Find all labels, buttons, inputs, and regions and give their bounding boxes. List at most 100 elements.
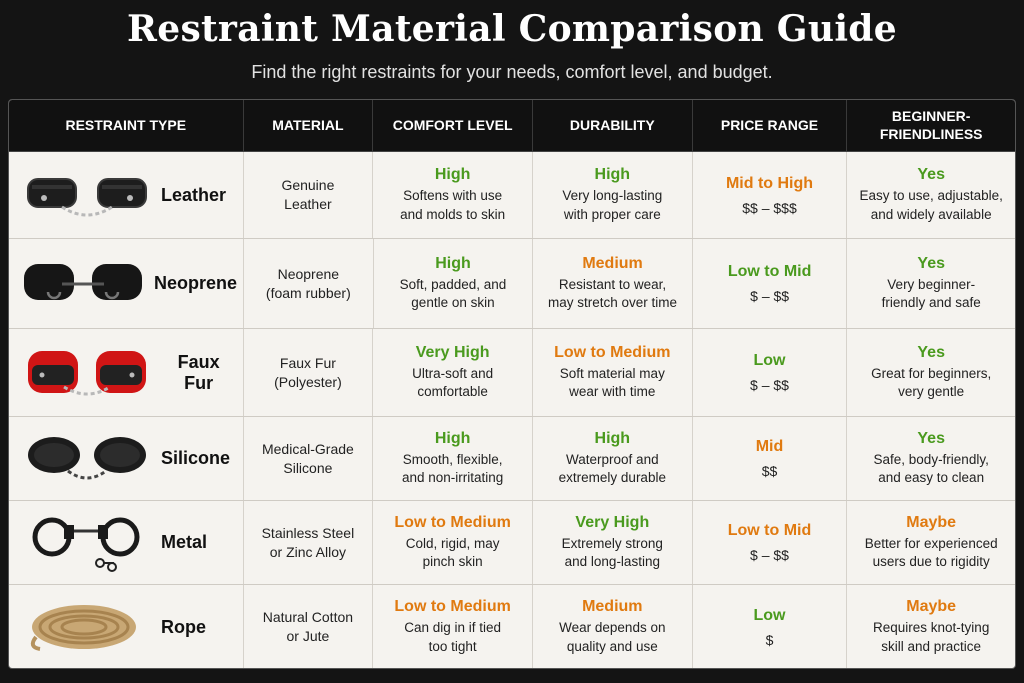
comfort-level-rating: Low to Medium: [394, 513, 511, 531]
beginner-friendliness-description: Safe, body-friendly, and easy to clean: [873, 451, 989, 485]
beginner-friendliness-cell: Yes Very beginner- friendly and safe: [847, 239, 1015, 328]
material-text: Neoprene (foam rubber): [265, 265, 351, 301]
material-text: Natural Cotton or Jute: [262, 609, 354, 644]
comfort-level-cell: Low to Medium Cold, rigid, may pinch skin: [373, 501, 533, 584]
beginner-friendliness-description: Requires knot-tying skill and practice: [873, 620, 990, 654]
restraint-type-cell: Metal: [9, 501, 244, 584]
comfort-level-description: Can dig in if tied too tight: [404, 620, 502, 654]
table-header: RESTRAINT TYPE MATERIAL COMFORT LEVEL DU…: [9, 100, 1015, 152]
durability-rating: High: [594, 166, 631, 184]
price-range-cell: Mid $$: [693, 417, 848, 500]
table-body: Leather Genuine Leather High Softens with u…: [9, 152, 1015, 668]
beginner-friendliness-description: Easy to use, adjustable, and widely avai…: [859, 188, 1003, 222]
price-range-rating: Mid: [755, 438, 784, 455]
material-text: Genuine Leather: [281, 177, 335, 212]
material-cell: Neoprene (foam rubber): [244, 239, 374, 328]
comfort-level-description: Softens with use and molds to skin: [400, 188, 506, 222]
durability-cell: Medium Resistant to wear, may stretch ove…: [533, 239, 693, 328]
rope-coil-icon: [17, 594, 157, 660]
comfort-level-description: Ultra-soft and comfortable: [412, 365, 494, 399]
durability-rating: Medium: [582, 598, 643, 616]
table-row: Rope Natural Cotton or Jute Low to Medium C…: [9, 585, 1015, 668]
price-range-cell: Low to Mid $ – $$: [693, 239, 848, 328]
durability-cell: Medium Wear depends on quality and use: [533, 585, 693, 668]
beginner-friendliness-cell: Yes Easy to use, adjustable, and widely a…: [847, 152, 1015, 238]
beginner-friendliness-cell: Maybe Better for experienced users due to…: [847, 501, 1015, 584]
beginner-friendliness-cell: Maybe Requires knot-tying skill and pract…: [847, 585, 1015, 668]
durability-cell: Low to Medium Soft material may wear with…: [533, 329, 693, 416]
material-cell: Faux Fur (Polyester): [244, 329, 374, 416]
restraint-type-cell: Neoprene: [9, 239, 244, 328]
material-cell: Stainless Steel or Zinc Alloy: [244, 501, 374, 584]
restraint-type-name: Silicone: [161, 448, 231, 468]
price-range-value: $: [765, 631, 774, 648]
beginner-friendliness-cell: Yes Great for beginners, very gentle: [847, 329, 1015, 416]
beginner-friendliness-rating: Yes: [917, 166, 945, 184]
material-cell: Medical-Grade Silicone: [244, 417, 374, 500]
comfort-level-rating: Very High: [415, 343, 490, 361]
header-comfort-level: COMFORT LEVEL: [373, 100, 533, 151]
comparison-table: RESTRAINT TYPE MATERIAL COMFORT LEVEL DU…: [8, 99, 1016, 669]
durability-description: Wear depends on quality and use: [559, 620, 666, 654]
comfort-level-cell: High Soft, padded, and gentle on skin: [374, 239, 534, 328]
beginner-friendliness-cell: Yes Safe, body-friendly, and easy to clea…: [847, 417, 1015, 500]
material-text: Faux Fur (Polyester): [274, 354, 342, 390]
durability-description: Soft material may wear with time: [559, 365, 665, 399]
table-row: Faux Fur Faux Fur (Polyester) Very High Ult…: [9, 329, 1015, 417]
price-range-rating: Mid to High: [725, 174, 814, 192]
price-range-cell: Low to Mid $ – $$: [693, 501, 848, 584]
restraint-type-name: Faux Fur: [177, 351, 220, 393]
header-price-range: PRICE RANGE: [693, 100, 848, 151]
beginner-friendliness-rating: Maybe: [906, 598, 957, 616]
beginner-friendliness-rating: Maybe: [906, 513, 957, 531]
material-cell: Natural Cotton or Jute: [244, 585, 374, 668]
faux-fur-cuffs-icon: [17, 340, 157, 406]
durability-rating: Low to Medium: [554, 343, 671, 361]
comfort-level-description: Soft, padded, and gentle on skin: [399, 276, 507, 310]
price-range-cell: Low $: [693, 585, 848, 668]
price-range-value: $ – $$: [750, 288, 790, 304]
page-title: Restraint Material Comparison Guide: [127, 8, 897, 50]
price-range-cell: Low $ – $$: [693, 329, 848, 416]
price-range-value: $$: [761, 463, 778, 479]
comfort-level-cell: Low to Medium Can dig in if tied too tigh…: [373, 585, 533, 668]
restraint-type-name: Neoprene: [153, 273, 237, 293]
material-text: Medical-Grade Silicone: [261, 440, 354, 476]
price-range-rating: Low to Mid: [727, 263, 812, 280]
durability-cell: Very High Extremely strong and long-lasti…: [533, 501, 693, 584]
price-range-rating: Low to Mid: [727, 522, 812, 539]
table-row: Silicone Medical-Grade Silicone High Smooth…: [9, 417, 1015, 501]
comfort-level-cell: Very High Ultra-soft and comfortable: [373, 329, 533, 416]
durability-description: Waterproof and extremely durable: [558, 451, 666, 485]
durability-cell: High Waterproof and extremely durable: [533, 417, 693, 500]
comfort-level-description: Smooth, flexible, and non-irritating: [401, 451, 504, 485]
restraint-type-cell: Rope: [9, 585, 244, 668]
comfort-level-rating: High: [434, 429, 471, 447]
table-row: Metal Stainless Steel or Zinc Alloy Low to…: [9, 501, 1015, 585]
price-range-value: $ – $$: [750, 547, 789, 563]
beginner-friendliness-rating: Yes: [917, 343, 945, 361]
neoprene-cuffs-icon: [17, 251, 150, 317]
restraint-type-cell: Faux Fur: [9, 329, 244, 416]
durability-rating: High: [594, 429, 631, 447]
silicone-cuffs-icon: [17, 426, 157, 492]
metal-handcuffs-icon: [17, 510, 157, 576]
beginner-friendliness-rating: Yes: [917, 429, 945, 447]
price-range-rating: Low: [753, 352, 786, 369]
price-range-cell: Mid to High $$ – $$$: [693, 152, 848, 238]
price-range-value: $$ – $$$: [742, 199, 797, 216]
durability-description: Extremely strong and long-lasting: [561, 535, 663, 569]
beginner-friendliness-description: Very beginner- friendly and safe: [881, 276, 981, 310]
restraint-type-name: Rope: [161, 616, 206, 637]
material-cell: Genuine Leather: [244, 152, 374, 238]
table-row: Leather Genuine Leather High Softens with u…: [9, 152, 1015, 239]
comfort-level-rating: Low to Medium: [394, 598, 511, 616]
restraint-type-name: Metal: [161, 532, 208, 552]
restraint-type-cell: Silicone: [9, 417, 244, 500]
table-row: Neoprene Neoprene (foam rubber) High Soft, …: [9, 239, 1015, 329]
beginner-friendliness-description: Better for experienced users due to rigi…: [864, 535, 998, 569]
durability-description: Very long-lasting with proper care: [562, 188, 663, 222]
comfort-level-description: Cold, rigid, may pinch skin: [405, 535, 500, 569]
restraint-type-cell: Leather: [9, 152, 244, 238]
price-range-rating: Low: [753, 606, 786, 624]
